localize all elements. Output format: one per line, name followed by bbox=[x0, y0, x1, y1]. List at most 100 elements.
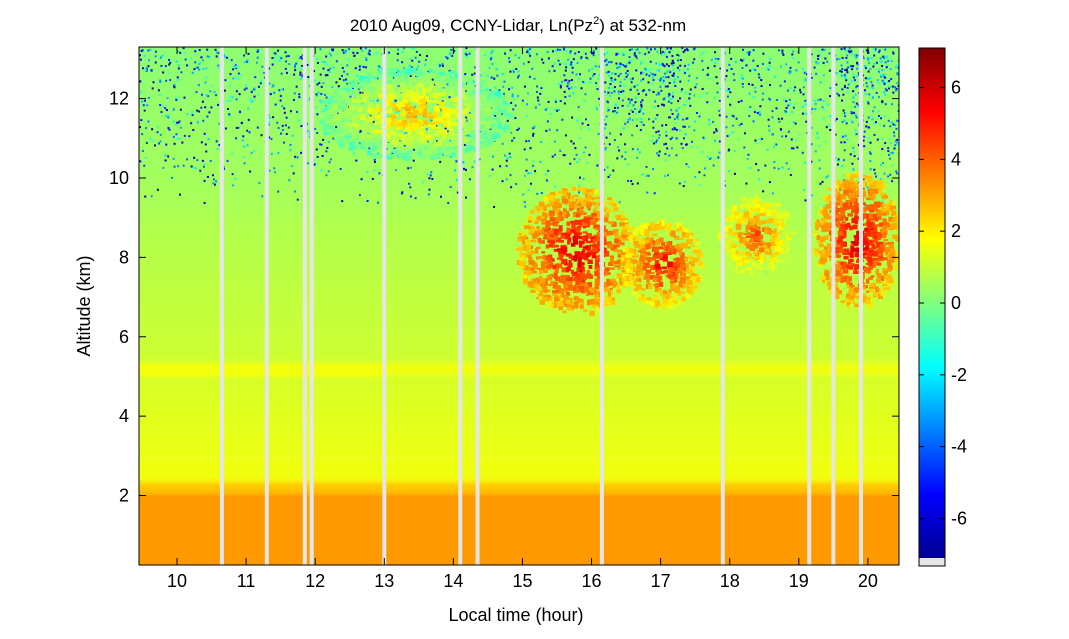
noise-pixel bbox=[647, 174, 650, 177]
noise-pixel bbox=[609, 94, 612, 97]
noise-pixel bbox=[200, 93, 203, 96]
noise-pixel bbox=[292, 172, 295, 175]
noise-pixel bbox=[754, 139, 757, 142]
feature-cell bbox=[828, 258, 833, 261]
noise-pixel bbox=[394, 99, 397, 102]
feature-cell bbox=[609, 267, 615, 270]
noise-pixel bbox=[741, 66, 744, 69]
feature-cell bbox=[523, 265, 529, 271]
noise-pixel bbox=[863, 145, 866, 148]
noise-pixel bbox=[301, 64, 304, 67]
feature-cell bbox=[888, 241, 894, 245]
noise-pixel bbox=[787, 167, 790, 170]
feature-cell bbox=[590, 287, 595, 293]
noise-pixel bbox=[894, 140, 897, 143]
feature-cell bbox=[577, 285, 584, 291]
noise-pixel bbox=[663, 65, 666, 68]
noise-pixel bbox=[843, 86, 846, 89]
feature-cell bbox=[828, 204, 833, 207]
noise-pixel bbox=[664, 142, 667, 145]
noise-pixel bbox=[559, 49, 562, 52]
noise-pixel bbox=[510, 186, 513, 189]
noise-pixel bbox=[398, 139, 401, 142]
noise-pixel bbox=[881, 69, 884, 72]
feature-cell bbox=[591, 303, 597, 307]
noise-pixel bbox=[769, 84, 772, 87]
noise-pixel bbox=[268, 67, 271, 70]
noise-pixel bbox=[843, 76, 846, 79]
feature-cell bbox=[543, 206, 547, 211]
noise-pixel bbox=[670, 102, 673, 105]
feature-cell bbox=[770, 241, 774, 246]
feature-cell bbox=[485, 115, 490, 122]
feature-cell bbox=[740, 269, 746, 274]
feature-cell bbox=[611, 221, 617, 228]
noise-pixel bbox=[654, 73, 657, 76]
feature-cell bbox=[426, 75, 430, 82]
feature-cell bbox=[629, 248, 635, 253]
feature-cell bbox=[523, 245, 530, 251]
noise-pixel bbox=[688, 92, 691, 95]
signal-band bbox=[139, 175, 899, 181]
noise-pixel bbox=[527, 139, 530, 142]
noise-pixel bbox=[668, 51, 671, 54]
noise-pixel bbox=[623, 78, 626, 81]
noise-pixel bbox=[758, 76, 761, 79]
feature-cell bbox=[466, 83, 473, 89]
feature-cell bbox=[369, 130, 375, 133]
feature-cell bbox=[602, 229, 608, 232]
feature-cell bbox=[653, 294, 658, 300]
noise-pixel bbox=[179, 51, 182, 54]
feature-cell bbox=[545, 224, 551, 228]
noise-pixel bbox=[605, 51, 608, 54]
feature-cell bbox=[776, 210, 781, 214]
noise-pixel bbox=[184, 58, 187, 61]
noise-pixel bbox=[741, 74, 744, 77]
noise-pixel bbox=[474, 66, 477, 69]
noise-pixel bbox=[168, 58, 171, 61]
feature-cell bbox=[483, 91, 490, 97]
feature-cell bbox=[323, 118, 329, 122]
noise-pixel bbox=[607, 87, 610, 90]
feature-cell bbox=[685, 262, 689, 269]
noise-pixel bbox=[683, 180, 686, 183]
noise-pixel bbox=[202, 165, 205, 168]
noise-pixel bbox=[604, 147, 607, 150]
feature-cell bbox=[323, 130, 330, 136]
feature-cell bbox=[741, 198, 746, 202]
feature-cell bbox=[448, 118, 452, 122]
noise-pixel bbox=[579, 73, 582, 76]
feature-cell bbox=[602, 247, 607, 253]
noise-pixel bbox=[360, 178, 363, 181]
noise-pixel bbox=[539, 161, 542, 164]
feature-cell bbox=[530, 227, 536, 233]
noise-pixel bbox=[208, 55, 211, 58]
feature-cell bbox=[562, 211, 567, 217]
feature-cell bbox=[604, 242, 610, 246]
noise-pixel bbox=[895, 89, 898, 92]
feature-cell bbox=[409, 99, 415, 102]
noise-pixel bbox=[728, 170, 731, 173]
noise-pixel bbox=[416, 65, 419, 68]
feature-cell bbox=[665, 274, 669, 278]
noise-pixel bbox=[866, 57, 869, 60]
feature-cell bbox=[590, 250, 597, 256]
noise-pixel bbox=[168, 71, 171, 74]
noise-pixel bbox=[243, 156, 246, 159]
noise-pixel bbox=[525, 140, 528, 143]
noise-pixel bbox=[745, 64, 748, 67]
feature-cell bbox=[602, 287, 608, 293]
noise-pixel bbox=[670, 109, 673, 112]
noise-pixel bbox=[506, 156, 509, 159]
noise-pixel bbox=[565, 49, 568, 52]
feature-cell bbox=[497, 112, 502, 118]
feature-cell bbox=[639, 256, 645, 263]
noise-pixel bbox=[635, 69, 638, 72]
feature-cell bbox=[559, 214, 564, 220]
noise-pixel bbox=[811, 194, 814, 197]
feature-cell bbox=[735, 236, 739, 240]
feature-cell bbox=[615, 285, 621, 291]
signal-band bbox=[139, 346, 899, 352]
noise-pixel bbox=[281, 105, 284, 108]
signal-band bbox=[139, 80, 899, 86]
